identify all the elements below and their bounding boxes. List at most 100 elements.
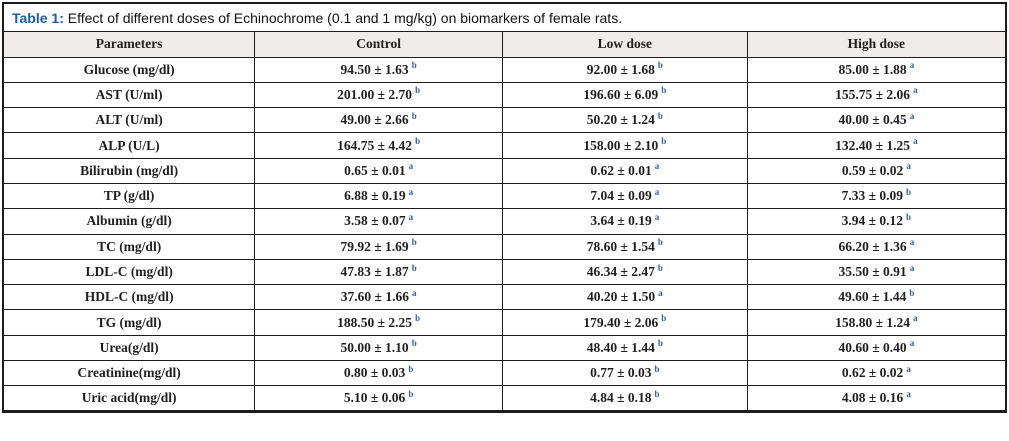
measurement-value: 78.60 ± 1.54 [586,238,655,254]
measurement-value: 40.00 ± 0.45 [838,112,907,128]
table-row: Albumin (g/dl) 3.58 ± 0.07 a 3.64 ± 0.19 a 3.… [2,208,1007,235]
low-dose-value-cell: 46.34 ± 2.47 b [501,258,748,286]
significance-superscript: b [408,388,414,399]
measurement-value: 37.60 ± 1.66 [340,289,409,305]
significance-superscript: b [415,85,421,96]
control-value-cell: 3.58 ± 0.07 a [254,208,503,235]
control-value-cell: 5.10 ± 0.06 b [254,385,503,412]
measurement-value: 196.60 ± 6.09 [583,86,659,102]
high-dose-value-cell: 155.75 ± 2.06 a [746,81,1007,109]
significance-superscript: a [408,211,414,222]
significance-superscript: a [906,363,911,374]
significance-superscript: b [906,186,912,197]
table-row: TP (g/dl) 6.88 ± 0.19 a 7.04 ± 0.09 a 7.33 ± … [2,182,1007,210]
measurement-value: 201.00 ± 2.70 [337,86,413,102]
low-dose-value-cell: 196.60 ± 6.09 b [501,81,748,109]
significance-superscript: b [411,262,417,273]
significance-superscript: b [657,110,663,121]
measurement-value: 0.80 ± 0.03 [343,365,406,381]
measurement-value: 48.40 ± 1.44 [586,339,655,355]
significance-superscript: a [913,85,918,96]
control-value-cell: 49.00 ± 2.66 b [254,107,503,134]
low-dose-value-cell: 3.64 ± 0.19 a [501,208,748,235]
measurement-value: 35.50 ± 0.91 [838,264,907,280]
high-dose-value-cell: 66.20 ± 1.36 a [746,233,1007,260]
table-row: TC (mg/dl) 79.92 ± 1.69 b 78.60 ± 1.54 b 66.2… [2,233,1007,260]
column-header-control: Control [254,30,503,58]
significance-superscript: b [411,338,417,349]
control-value-cell: 94.50 ± 1.63 b [254,56,503,83]
significance-superscript: b [661,313,667,324]
significance-superscript: b [657,60,663,71]
measurement-value: 158.00 ± 2.10 [583,137,659,153]
significance-superscript: b [906,211,912,222]
significance-superscript: a [913,136,918,147]
measurement-value: 164.75 ± 4.42 [337,137,413,153]
biomarkers-table-container: Table 1: Effect of different doses of Ec… [2,2,1007,413]
significance-superscript: a [654,161,660,172]
measurement-value: 94.50 ± 1.63 [340,61,409,77]
significance-superscript: b [654,363,660,374]
low-dose-value-cell: 92.00 ± 1.68 b [501,56,748,83]
parameter-cell: Uric acid(mg/dl) [2,385,256,412]
high-dose-value-cell: 85.00 ± 1.88 a [746,56,1007,83]
control-value-cell: 188.50 ± 2.25 b [254,309,503,336]
low-dose-value-cell: 0.77 ± 0.03 b [501,360,748,387]
parameter-cell: Glucose (mg/dl) [2,56,256,83]
table-row: ALP (U/L) 164.75 ± 4.42 b 158.00 ± 2.10 b 132… [2,132,1007,159]
significance-superscript: b [411,237,417,248]
significance-superscript: a [408,161,414,172]
measurement-value: 4.08 ± 0.16 [841,390,904,405]
significance-superscript: a [654,186,660,197]
significance-superscript: a [909,262,915,273]
measurement-value: 4.84 ± 0.18 [590,390,652,405]
significance-superscript: b [657,338,663,349]
significance-superscript: a [906,388,911,399]
significance-superscript: a [909,338,915,349]
significance-superscript: a [658,287,663,298]
high-dose-value-cell: 49.60 ± 1.44 b [746,284,1007,311]
significance-superscript: a [906,161,911,172]
measurement-value: 7.04 ± 0.09 [590,188,652,204]
high-dose-value-cell: 40.00 ± 0.45 a [746,107,1007,134]
low-dose-value-cell: 158.00 ± 2.10 b [501,132,748,159]
control-value-cell: 50.00 ± 1.10 b [254,334,503,362]
measurement-value: 79.92 ± 1.69 [340,238,409,254]
parameter-cell: HDL-C (mg/dl) [2,284,256,311]
control-value-cell: 37.60 ± 1.66 a [254,284,503,311]
low-dose-value-cell: 50.20 ± 1.24 b [501,107,748,134]
measurement-value: 3.94 ± 0.12 [841,213,904,229]
measurement-value: 0.62 ± 0.01 [590,162,652,178]
measurement-value: 92.00 ± 1.68 [586,61,655,77]
significance-superscript: b [909,287,915,298]
significance-superscript: a [909,237,915,248]
column-header-high-dose: High dose [746,30,1007,58]
high-dose-value-cell: 40.60 ± 0.40 a [746,334,1007,362]
control-value-cell: 164.75 ± 4.42 b [254,132,503,159]
measurement-value: 85.00 ± 1.88 [838,61,907,77]
measurement-value: 49.60 ± 1.44 [838,289,907,305]
significance-superscript: a [913,313,918,324]
table-number-label: Table 1: [12,9,64,26]
control-value-cell: 6.88 ± 0.19 a [254,182,503,210]
measurement-value: 155.75 ± 2.06 [835,86,911,102]
control-value-cell: 79.92 ± 1.69 b [254,233,503,260]
significance-superscript: b [415,313,421,324]
high-dose-value-cell: 0.62 ± 0.02 a [746,360,1007,387]
low-dose-value-cell: 78.60 ± 1.54 b [501,233,748,260]
parameter-cell: TG (mg/dl) [2,309,256,336]
control-value-cell: 47.83 ± 1.87 b [254,258,503,286]
measurement-value: 50.00 ± 1.10 [340,339,409,355]
measurement-value: 6.88 ± 0.19 [344,188,406,204]
significance-superscript: a [408,186,414,197]
measurement-value: 188.50 ± 2.25 [337,314,413,330]
measurement-value: 3.64 ± 0.19 [590,213,652,229]
measurement-value: 0.59 ± 0.02 [841,162,904,178]
measurement-value: 40.20 ± 1.50 [587,289,656,305]
measurement-value: 49.00 ± 2.66 [340,112,409,128]
low-dose-value-cell: 4.84 ± 0.18 b [501,385,748,412]
low-dose-value-cell: 7.04 ± 0.09 a [501,182,748,210]
table-row: Creatinine(mg/dl) 0.80 ± 0.03 b 0.77 ± 0.03… [2,360,1007,387]
measurement-value: 50.20 ± 1.24 [586,112,655,128]
measurement-value: 132.40 ± 1.25 [835,137,911,153]
